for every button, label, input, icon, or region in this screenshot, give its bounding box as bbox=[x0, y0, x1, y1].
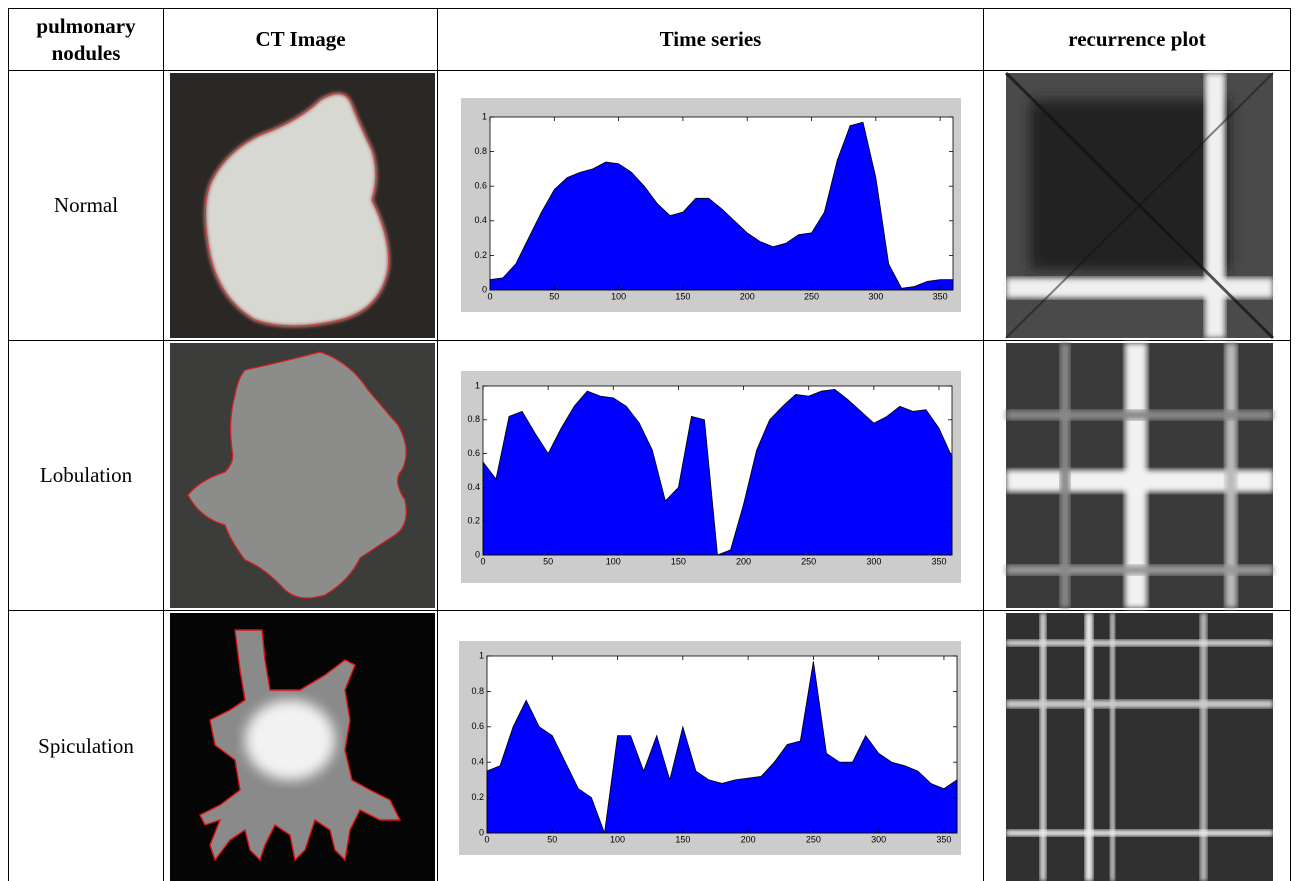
ct-image-normal bbox=[170, 73, 435, 338]
plot-frame bbox=[482, 385, 953, 556]
recurrence-plot-spiculation bbox=[1006, 613, 1273, 881]
header-cell: Time series bbox=[659, 27, 762, 52]
area bbox=[486, 661, 958, 834]
x-tick-label: 0 bbox=[480, 556, 485, 566]
row-label: Normal bbox=[53, 193, 119, 218]
x-tick-label: 0 bbox=[484, 834, 489, 844]
x-tick-label: 100 bbox=[611, 291, 626, 301]
plot-frame bbox=[486, 655, 958, 834]
x-tick-label: 350 bbox=[931, 556, 946, 566]
x-tick-label: 200 bbox=[741, 834, 756, 844]
x-tick-label: 200 bbox=[740, 291, 755, 301]
y-tick-label: 0.6 bbox=[474, 181, 487, 191]
recurrence-plot-lobulation bbox=[1006, 343, 1273, 608]
area bbox=[482, 388, 953, 556]
header-cell: pulmonary nodules bbox=[36, 14, 136, 65]
y-tick-label: 0 bbox=[475, 549, 480, 559]
x-tick-label: 0 bbox=[487, 291, 492, 301]
y-tick-label: 0.8 bbox=[467, 414, 480, 424]
x-tick-label: 300 bbox=[871, 834, 886, 844]
y-tick-label: 0.6 bbox=[467, 448, 480, 458]
time-series-chart: 0 50 100 150 200 250 300 350 0 0.2 0.4 0.6 0.8 1 bbox=[459, 641, 961, 855]
y-tick-label: 0.6 bbox=[471, 721, 484, 731]
x-tick-label: 300 bbox=[866, 556, 881, 566]
header-cell: CT Image bbox=[255, 27, 346, 52]
x-tick-label: 150 bbox=[675, 291, 690, 301]
y-tick-label: 0.2 bbox=[474, 250, 487, 260]
x-tick-label: 350 bbox=[936, 834, 951, 844]
x-tick-label: 50 bbox=[549, 291, 559, 301]
x-tick-label: 200 bbox=[736, 556, 751, 566]
ct-image-lobulation bbox=[170, 343, 435, 608]
ct-image-spiculation bbox=[170, 613, 435, 881]
y-tick-label: 0 bbox=[482, 284, 487, 294]
x-tick-label: 50 bbox=[543, 556, 553, 566]
y-tick-label: 0.8 bbox=[471, 686, 484, 696]
y-tick-label: 0 bbox=[479, 827, 484, 837]
y-tick-label: 0.8 bbox=[474, 146, 487, 156]
row-label: Spiculation bbox=[38, 733, 134, 758]
x-tick-label: 350 bbox=[933, 291, 948, 301]
area bbox=[489, 121, 954, 291]
x-tick-label: 150 bbox=[675, 834, 690, 844]
x-tick-label: 100 bbox=[606, 556, 621, 566]
row-label: Lobulation bbox=[39, 463, 133, 488]
y-tick-label: 1 bbox=[475, 380, 480, 390]
recurrence-plot-normal bbox=[1004, 71, 1275, 340]
x-tick-label: 300 bbox=[868, 291, 883, 301]
header-cell: recurrence plot bbox=[1068, 27, 1206, 52]
table-grid bbox=[8, 8, 1291, 881]
time-series-chart: 0 50 100 150 200 250 300 350 0 0.2 0.4 0.6 0.8 1 bbox=[461, 371, 961, 583]
x-tick-label: 250 bbox=[801, 556, 816, 566]
y-tick-label: 0.4 bbox=[474, 215, 487, 225]
y-tick-label: 0.4 bbox=[467, 482, 480, 492]
x-tick-label: 250 bbox=[806, 834, 821, 844]
time-series-chart: 0 50 100 150 200 250 300 350 0 0.2 0.4 0.6 0.8 1 bbox=[461, 98, 961, 312]
y-tick-label: 1 bbox=[482, 111, 487, 121]
y-tick-label: 0.4 bbox=[471, 757, 484, 767]
x-tick-label: 150 bbox=[671, 556, 686, 566]
y-tick-label: 1 bbox=[479, 650, 484, 660]
x-tick-label: 250 bbox=[804, 291, 819, 301]
y-tick-label: 0.2 bbox=[467, 516, 480, 526]
y-tick-label: 0.2 bbox=[471, 792, 484, 802]
x-tick-label: 100 bbox=[610, 834, 625, 844]
x-tick-label: 50 bbox=[547, 834, 557, 844]
plot-frame bbox=[489, 116, 954, 291]
